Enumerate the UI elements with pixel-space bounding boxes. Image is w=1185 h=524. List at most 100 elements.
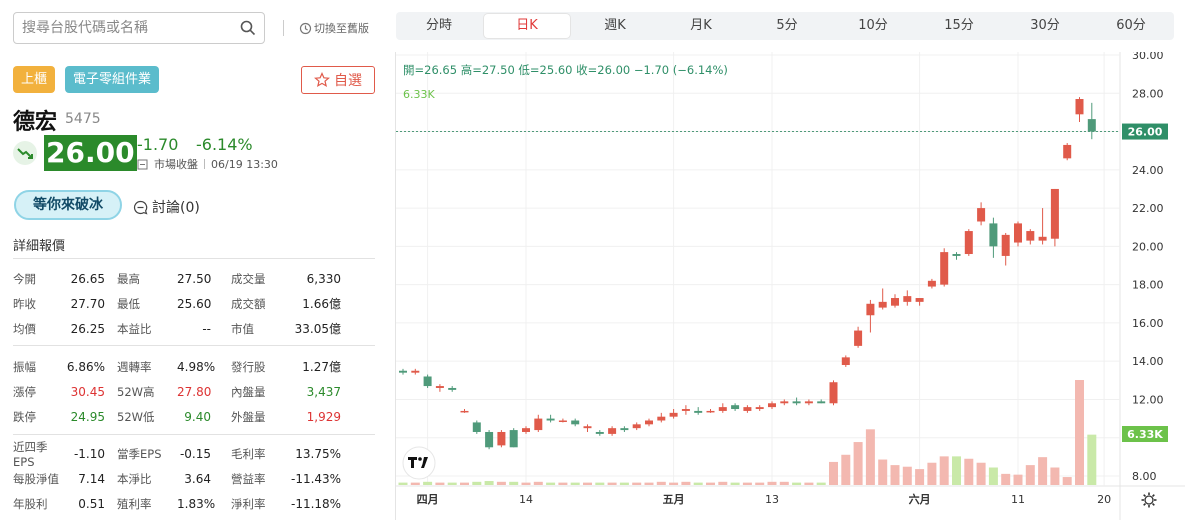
x-tick-label: 20	[1097, 493, 1111, 506]
tradingview-logo-icon	[408, 457, 417, 468]
star-icon	[314, 72, 330, 88]
discussion-link[interactable]: 討論(0)	[133, 197, 200, 217]
volume-bar	[755, 482, 765, 485]
quote-label: 52W低	[117, 409, 155, 424]
quote-row: 每股淨值 7.14 本淨比 3.64 營益率 -11.43%	[13, 466, 363, 491]
tab-4[interactable]: 5分	[776, 18, 798, 33]
search-icon[interactable]	[240, 20, 256, 36]
candle-body	[460, 410, 469, 413]
candle-body	[632, 424, 641, 429]
y-tick-label: 22.00	[1132, 202, 1164, 215]
volume-bar	[1075, 380, 1084, 485]
search-box[interactable]	[13, 12, 265, 44]
current-price: 26.00	[44, 135, 137, 171]
candle-body	[952, 254, 961, 256]
tab-8[interactable]: 60分	[1116, 18, 1146, 33]
volume-bar	[546, 482, 556, 485]
tab-3[interactable]: 月K	[690, 18, 712, 33]
quote-value: 1,929	[306, 409, 341, 424]
tab-2[interactable]: 週K	[604, 18, 626, 33]
last-volume-label: 6.33K	[1127, 428, 1163, 441]
tab-0[interactable]: 分時	[425, 18, 452, 33]
quote-label: 跌停	[13, 409, 36, 424]
stock-code: 5475	[65, 111, 101, 127]
divider	[13, 434, 375, 435]
candle-body	[755, 407, 764, 410]
volume-bar	[558, 482, 568, 485]
candle-body	[485, 431, 494, 448]
price-change: -1.70	[137, 135, 179, 154]
volume-bar	[398, 482, 408, 485]
tab-6[interactable]: 15分	[944, 18, 974, 33]
kline-chart[interactable]: 30.00 28.00 26.00 24.00 22.00 20.00 18.00 16.00…	[395, 49, 1185, 520]
quote-table-range: 振幅 6.86% 週轉率 4.98% 發行股 1.27億 漲停 30.45 52W高 27.80 內…	[13, 354, 363, 429]
tab-5[interactable]: 10分	[858, 18, 888, 33]
volume-bar	[669, 482, 679, 485]
quote-label: 最高	[117, 271, 140, 286]
industry-tag[interactable]: 電子零組件業	[65, 66, 160, 93]
quote-value: 0.51	[78, 496, 105, 511]
volume-bar	[865, 429, 875, 485]
quote-table-fundamentals: 近四季EPS -1.10 當季EPS -0.15 毛利率 13.75% 每股淨值 7.14 本淨…	[13, 440, 363, 516]
quote-label: 淨利率	[231, 496, 266, 511]
quote-label: 週轉率	[117, 359, 152, 374]
tab-7[interactable]: 30分	[1030, 18, 1060, 33]
chart-period-tabs: 分時 日K 週K 月K 5分 10分 15分 30分 60分	[396, 12, 1174, 40]
stock-name: 德宏	[13, 110, 58, 135]
volume-bar	[632, 482, 642, 485]
quote-label: 內盤量	[231, 384, 266, 399]
detail-quote-title: 詳細報價	[13, 239, 66, 254]
search-input[interactable]	[14, 13, 229, 43]
candle-body	[546, 418, 555, 421]
volume-bar	[804, 482, 814, 485]
volume-bar	[595, 482, 605, 485]
volume-bar	[460, 482, 469, 485]
quote-label: 本益比	[117, 321, 152, 336]
quote-value: 3,437	[306, 384, 341, 399]
quote-label: 漲停	[13, 384, 36, 399]
volume-bar	[1050, 467, 1060, 485]
last-volume-tag	[1122, 426, 1168, 442]
candle-body	[558, 420, 567, 423]
quote-row: 近四季EPS -1.10 當季EPS -0.15 毛利率 13.75%	[13, 440, 363, 469]
switch-version-link[interactable]: 切換至舊版	[299, 20, 369, 36]
quote-value: 24.95	[70, 409, 105, 424]
market-tag[interactable]: 上櫃	[13, 66, 56, 93]
candle-body	[534, 418, 543, 431]
candle-body	[706, 410, 715, 413]
candle-body	[768, 403, 776, 408]
volume-bar	[718, 481, 728, 485]
candle-body	[583, 426, 592, 429]
quote-label: 本淨比	[117, 471, 152, 486]
kline-chart-svg[interactable]: 30.00 28.00 26.00 24.00 22.00 20.00 18.00 16.00…	[395, 49, 1185, 520]
divider	[283, 20, 284, 36]
settings-gear-icon[interactable]	[1141, 492, 1157, 508]
candle-body	[718, 407, 727, 411]
candle-body	[829, 382, 838, 404]
quote-label: 殖利率	[117, 496, 152, 511]
tradingview-logo-icon	[418, 457, 422, 461]
candle-body	[743, 407, 752, 411]
volume-bar	[890, 465, 900, 485]
market-status: 市場收盤 06/19 13:30	[137, 156, 278, 172]
add-favorite-button[interactable]: 自選	[301, 66, 375, 94]
volume-bar	[902, 466, 912, 485]
candle-body	[1014, 223, 1022, 243]
volume-bar	[1013, 474, 1023, 485]
candle-body	[854, 330, 863, 346]
volume-bar	[853, 442, 863, 485]
tab-1[interactable]: 日K	[484, 14, 570, 38]
x-tick-label: 五月	[663, 493, 685, 506]
volume-bar	[583, 482, 592, 485]
candle-body	[1026, 231, 1035, 241]
y-tick-label: 16.00	[1132, 317, 1164, 330]
candle-body	[448, 387, 457, 390]
quote-value: 33.05億	[294, 322, 341, 336]
x-tick-label: 14	[519, 493, 533, 506]
community-badge[interactable]: 等你來破冰	[14, 190, 122, 220]
volume-bar	[1062, 477, 1072, 485]
candle-body	[608, 428, 617, 434]
quote-row: 年股利 0.51 殖利率 1.83% 淨利率 -11.18%	[13, 491, 363, 516]
quote-label: 昨收	[13, 296, 36, 311]
candle-body	[1063, 144, 1072, 159]
